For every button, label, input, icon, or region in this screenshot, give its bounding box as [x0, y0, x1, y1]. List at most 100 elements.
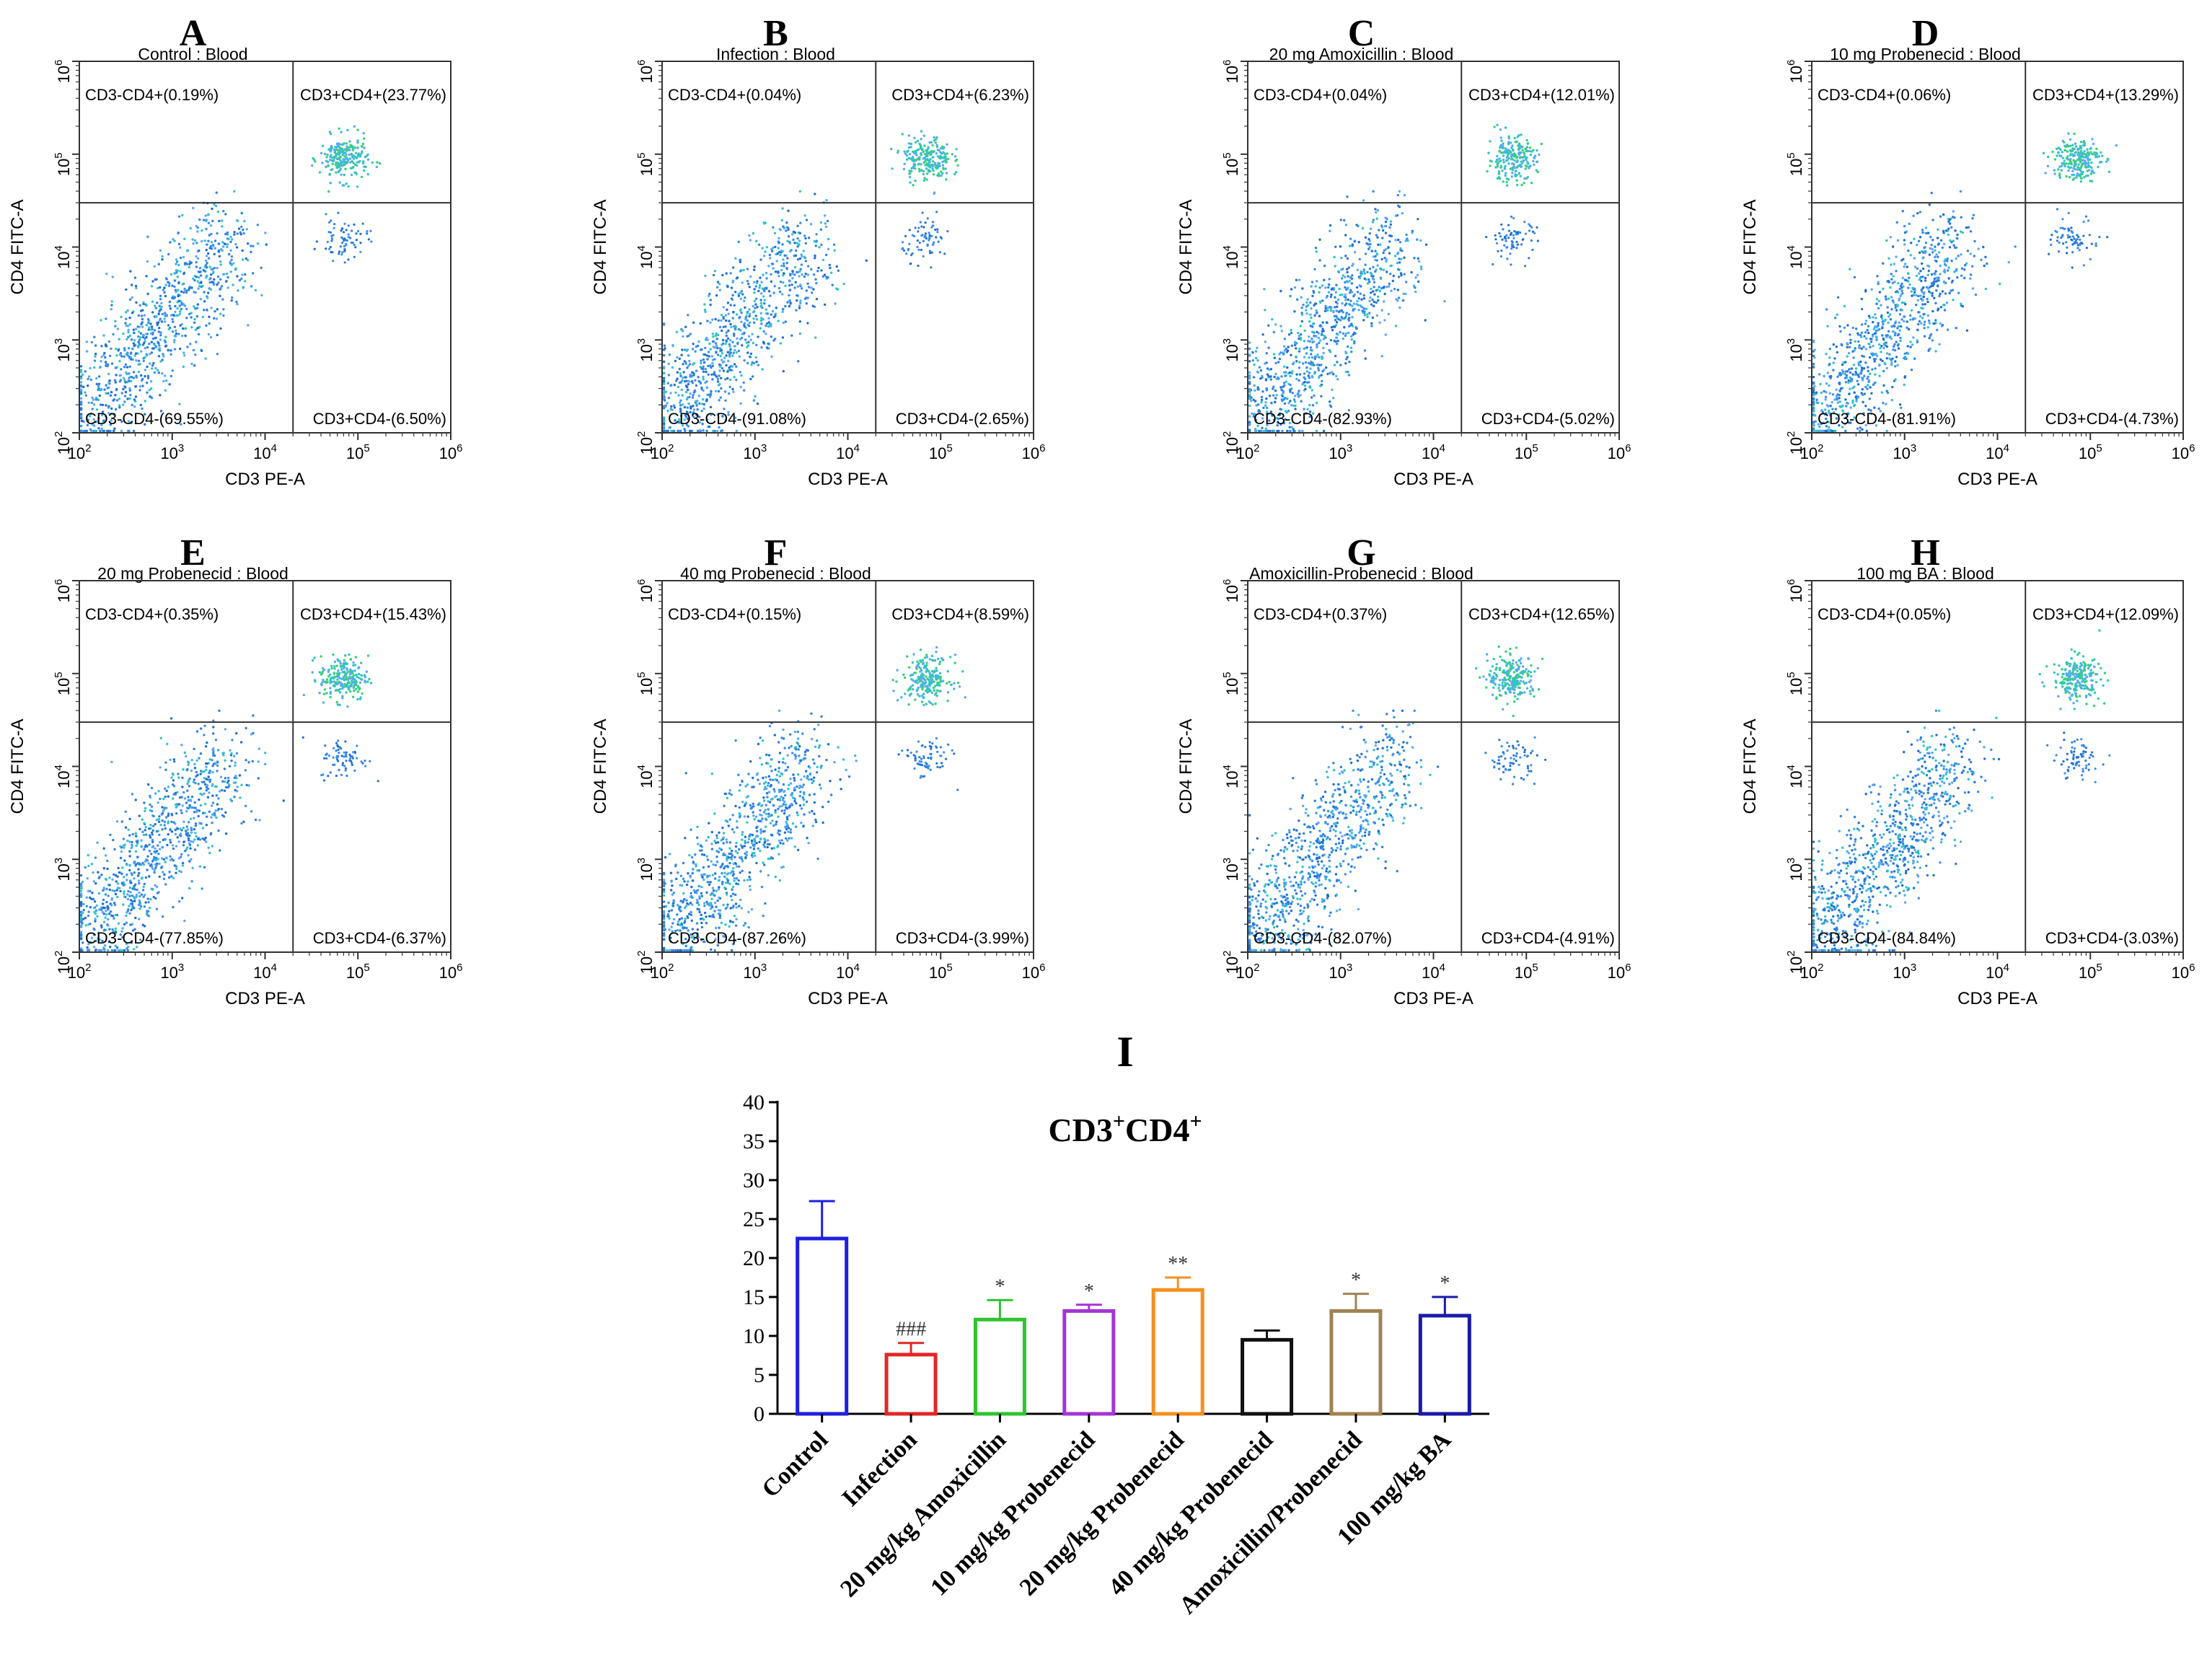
- event-dot: [1510, 263, 1512, 266]
- event-dot: [109, 394, 113, 397]
- event-dot: [796, 271, 799, 274]
- event-dot: [1921, 298, 1924, 301]
- event-dot: [1521, 149, 1524, 151]
- event-dot: [1903, 265, 1906, 268]
- event-dot: [748, 356, 752, 359]
- event-dot: [90, 340, 93, 344]
- event-dot: [788, 289, 792, 291]
- event-dot: [1326, 372, 1329, 376]
- event-dot: [1287, 382, 1290, 385]
- event-dot: [128, 372, 131, 375]
- event-dot: [211, 219, 214, 223]
- event-dot: [1826, 325, 1829, 327]
- x-tick-label: 103: [160, 442, 184, 462]
- event-dot: [1937, 243, 1940, 246]
- event-dot: [1370, 325, 1373, 327]
- event-dot: [212, 283, 216, 286]
- event-dot: [1410, 271, 1413, 274]
- event-dot: [1834, 317, 1837, 320]
- event-dot: [1373, 286, 1375, 289]
- event-dot: [1277, 361, 1280, 364]
- event-dot: [221, 245, 225, 248]
- event-dot: [1838, 397, 1841, 400]
- event-dot: [1510, 233, 1512, 236]
- event-dot: [1941, 325, 1944, 327]
- event-dot: [134, 327, 138, 330]
- event-dot: [146, 374, 150, 377]
- event-dot: [107, 372, 110, 376]
- event-dot: [773, 285, 776, 288]
- event-dot: [127, 347, 131, 350]
- event-dot: [1512, 152, 1516, 155]
- event-dot: [1496, 164, 1499, 168]
- event-dot: [1930, 273, 1934, 276]
- event-dot: [814, 193, 816, 195]
- event-dot: [721, 273, 724, 277]
- event-dot: [1363, 349, 1367, 352]
- event-dot: [662, 429, 666, 432]
- event-dot: [935, 136, 938, 139]
- event-dot: [247, 242, 250, 245]
- event-dot: [1326, 307, 1330, 309]
- event-dot: [340, 131, 343, 133]
- event-dot: [708, 342, 711, 346]
- event-dot: [1888, 353, 1891, 356]
- event-dot: [143, 314, 146, 317]
- event-dot: [705, 370, 708, 374]
- event-dot: [725, 339, 728, 343]
- event-dot: [1901, 210, 1904, 213]
- event-dot: [1311, 361, 1314, 364]
- event-dot: [230, 263, 233, 266]
- event-dot: [918, 158, 921, 161]
- event-dot: [818, 246, 821, 249]
- event-dot: [806, 273, 810, 276]
- event-dot: [914, 167, 917, 170]
- event-dot: [1417, 257, 1419, 260]
- event-dot: [139, 336, 142, 339]
- event-dot: [1502, 154, 1505, 157]
- event-dot: [149, 322, 152, 325]
- event-dot: [1414, 276, 1417, 279]
- event-dot: [1311, 294, 1314, 297]
- event-dot: [773, 232, 777, 234]
- event-dot: [1929, 247, 1931, 250]
- event-dot: [1339, 330, 1342, 334]
- event-dot: [1875, 338, 1878, 341]
- event-dot: [1404, 292, 1407, 296]
- event-dot: [1266, 406, 1269, 410]
- event-dot: [1900, 282, 1903, 286]
- event-dot: [2084, 156, 2087, 159]
- event-dot: [1305, 305, 1308, 308]
- event-dot: [2084, 159, 2087, 162]
- event-dot: [354, 246, 357, 249]
- event-dot: [1943, 309, 1947, 312]
- event-dot: [807, 286, 811, 289]
- event-dot: [1846, 355, 1849, 358]
- event-dot: [1316, 364, 1319, 366]
- event-dot: [1874, 313, 1877, 316]
- plot-frame: [661, 61, 1034, 434]
- event-dot: [1293, 310, 1296, 313]
- event-dot: [722, 306, 725, 309]
- event-dot: [1322, 338, 1326, 340]
- event-dot: [733, 376, 736, 379]
- event-dot: [909, 142, 913, 146]
- event-dot: [213, 278, 216, 281]
- event-dot: [1298, 379, 1300, 382]
- y-tick-label: 104: [635, 245, 656, 269]
- event-dot: [158, 344, 161, 347]
- event-dot: [748, 315, 751, 318]
- event-dot: [159, 410, 163, 413]
- event-dot: [705, 429, 708, 433]
- event-dot: [124, 363, 128, 366]
- event-dot: [142, 334, 145, 337]
- event-dot: [1526, 161, 1529, 164]
- event-dot: [1313, 364, 1316, 366]
- event-dot: [1963, 268, 1966, 271]
- event-dot: [325, 156, 328, 159]
- event-dot: [1908, 276, 1911, 279]
- event-dot: [79, 385, 83, 388]
- event-dot: [1908, 222, 1911, 225]
- event-dot: [1301, 362, 1305, 365]
- event-dot: [1347, 298, 1349, 302]
